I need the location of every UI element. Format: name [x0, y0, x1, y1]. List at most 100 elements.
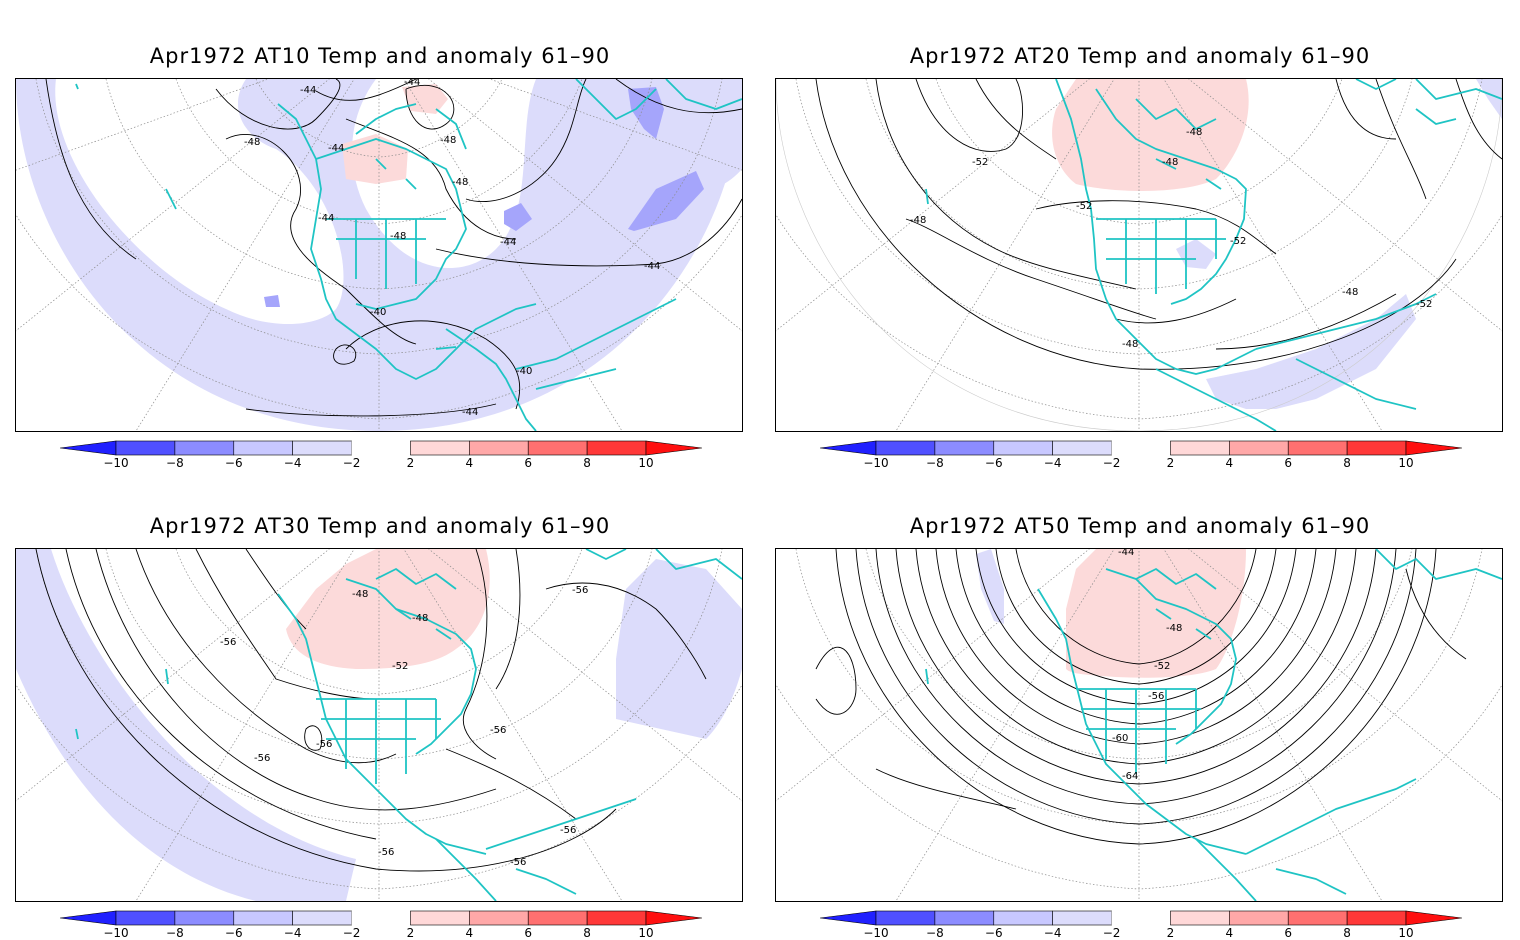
colorbar-segment: [527, 910, 588, 926]
contour-label: -64: [1122, 771, 1138, 782]
colorbar-segment: [410, 440, 470, 456]
contour-label: -56: [1148, 691, 1164, 702]
map-canvas: -48 -56 -48 -52 -56 -56 -56 -56 -56 -56 …: [16, 549, 742, 901]
map-frame: -48 -56 -48 -52 -56 -56 -56 -56 -56 -56 …: [15, 548, 743, 902]
colorbar-tick-label: −8: [926, 926, 944, 940]
panel-title: Apr1972 AT50 Temp and anomaly 61–90: [909, 514, 1371, 538]
colorbar-tick-label: 2: [1166, 926, 1175, 940]
colorbar-segment: [1287, 440, 1348, 456]
contour-labels: -44 -48 -52 -56 -60 -64: [1112, 549, 1182, 782]
colorbar-under-arrow: [59, 910, 117, 926]
colorbar-segment: [1229, 440, 1289, 456]
colorbar-segment: [586, 440, 647, 456]
negative-anomaly-area: [976, 549, 1004, 624]
colorbar-segment: [993, 910, 1053, 926]
map-canvas: -52 -48 -48 -48 -52 -52 -48 -52 -48: [776, 79, 1502, 431]
colorbar-segment: [410, 910, 470, 926]
contour-label: -40: [516, 366, 532, 377]
panel-title: Apr1972 AT30 Temp and anomaly 61–90: [149, 514, 611, 538]
negative-anomaly-area: [16, 549, 356, 901]
contour-label: -56: [220, 637, 236, 648]
colorbar-tick-label: −6: [984, 926, 1003, 940]
colorbar-segment: [527, 440, 588, 456]
temperature-contours: [35, 549, 707, 872]
contour-label: -40: [370, 307, 386, 318]
colorbar: −10 −8 −6 −4 −2 2 4 6 8 10: [819, 910, 1463, 940]
colorbar-segment: [351, 911, 411, 925]
colorbar-segment: [1170, 910, 1230, 926]
contour-label: -52: [972, 157, 988, 168]
colorbar-segment: [174, 910, 235, 926]
contour-label: -52: [1154, 661, 1170, 672]
panel-title: Apr1972 AT10 Temp and anomaly 61–90: [149, 44, 611, 68]
positive-anomaly-area: [402, 84, 448, 114]
colorbar-tick-label: 4: [1225, 456, 1234, 470]
colorbar-tick-label: −2: [342, 926, 361, 940]
colorbar-tick-label: −8: [166, 926, 184, 940]
colorbar-tick-label: 8: [1343, 926, 1351, 940]
colorbar-segment: [1346, 440, 1407, 456]
colorbar-segment: [1287, 910, 1348, 926]
colorbar-tick-label: −4: [283, 926, 302, 940]
colorbar-segment: [1111, 441, 1171, 455]
map-canvas: -44 -48 -52 -56 -60 -64: [776, 549, 1502, 901]
colorbar-segment: [875, 910, 936, 926]
colorbar-tick-label: 10: [1398, 456, 1414, 470]
colorbar-tick-label: −10: [103, 926, 129, 940]
colorbar-segment: [1052, 910, 1112, 926]
colorbar-segment: [993, 440, 1053, 456]
colorbar-over-arrow: [645, 440, 703, 456]
strong-negative-anomaly: [628, 171, 704, 231]
negative-anomaly-area: [1176, 239, 1216, 269]
strong-negative-anomaly: [504, 203, 532, 231]
colorbar-tick-label: 8: [1343, 456, 1351, 470]
graticule: [776, 549, 1502, 901]
contour-label: -56: [560, 825, 576, 836]
colorbar-tick-label: 4: [1225, 926, 1234, 940]
colorbar-tick-label: −4: [1043, 926, 1062, 940]
graticule: [16, 549, 742, 901]
positive-anomaly-area: [1052, 79, 1249, 191]
contour-label: -52: [392, 661, 408, 672]
contour-label: -48: [1162, 157, 1178, 168]
colorbar-tick-label: 2: [406, 926, 415, 940]
colorbar-segment: [1229, 910, 1289, 926]
colorbar-segment: [292, 440, 352, 456]
negative-anomaly-area: [16, 79, 742, 431]
colorbar-tick-label: −4: [283, 456, 302, 470]
colorbar-tick-label: 6: [524, 456, 533, 470]
colorbar-tick-label: −2: [342, 456, 361, 470]
contour-label: -60: [1112, 733, 1128, 744]
colorbar-scale: [819, 910, 1463, 926]
strong-negative-anomaly: [264, 295, 280, 307]
contour-labels: -48 -56 -48 -52 -56 -56 -56 -56 -56 -56 …: [220, 585, 588, 868]
colorbar: −10 −8 −6 −4 −2 2 4 6 8 10: [819, 440, 1463, 470]
map-frame: -52 -48 -48 -48 -52 -52 -48 -52 -48: [775, 78, 1503, 432]
contour-labels: -44 -44 -48 -44 -48 -48 -44 -48 -44 -44 …: [244, 79, 660, 418]
contour-label: -44: [328, 143, 344, 154]
colorbar-segment: [469, 910, 529, 926]
colorbar-tick-label: 4: [465, 456, 474, 470]
positive-anomaly-area: [286, 549, 490, 669]
contour-label: -56: [378, 847, 394, 858]
map-frame: -44 -48 -52 -56 -60 -64: [775, 548, 1503, 902]
temperature-contours: [815, 549, 1467, 845]
colorbar-labels: −10 −8 −6 −4 −2 2 4 6 8 10: [60, 456, 702, 470]
contour-label: -48: [352, 589, 368, 600]
temperature-contours: [815, 79, 1502, 370]
colorbar-tick-label: 8: [583, 456, 591, 470]
contour-label: -44: [1118, 549, 1134, 558]
map-panel-at50: Apr1972 AT50 Temp and anomaly 61–90: [760, 470, 1520, 940]
colorbar: −10 −8 −6 −4 −2 2 4 6 8 10: [59, 910, 703, 940]
contour-label: -56: [254, 753, 270, 764]
colorbar-tick-label: 10: [638, 926, 654, 940]
colorbar-segment: [934, 910, 995, 926]
positive-anomaly-area: [342, 134, 408, 184]
negative-anomaly-area: [616, 559, 742, 739]
map-panel-at20: Apr1972 AT20 Temp and anomaly 61–90: [760, 0, 1520, 470]
colorbar-segment: [233, 910, 293, 926]
contour-label: -56: [510, 857, 526, 868]
contour-label: -52: [1416, 299, 1432, 310]
colorbar: −10 −8 −6 −4 −2 2 4 6 8 10: [59, 440, 703, 470]
colorbar-tick-label: −10: [863, 456, 889, 470]
